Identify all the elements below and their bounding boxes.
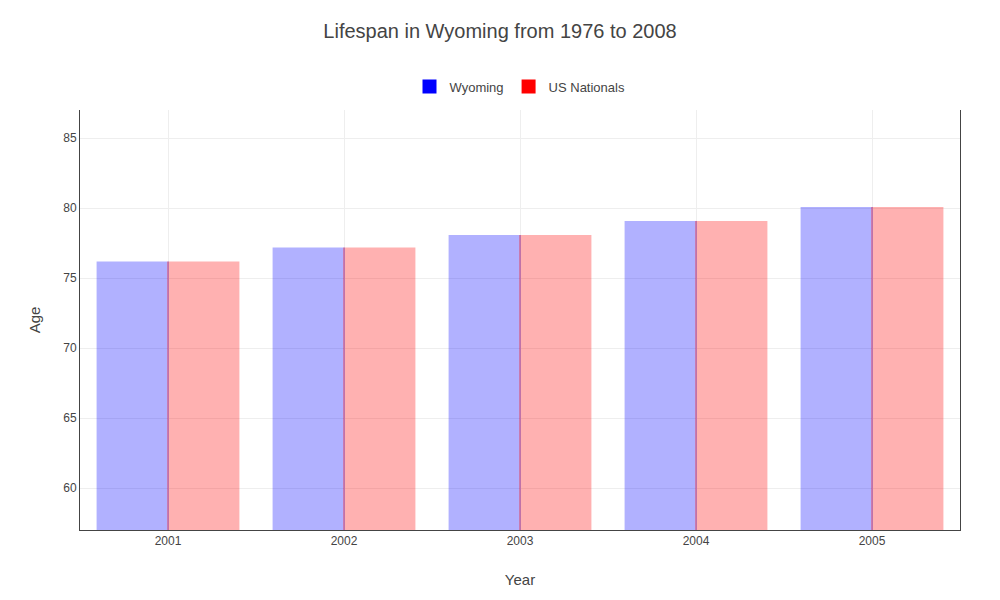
svg-text:60: 60 [63, 481, 77, 495]
svg-text:75: 75 [63, 271, 77, 285]
svg-text:Lifespan in Wyoming from 1976: Lifespan in Wyoming from 1976 to 2008 [323, 20, 676, 42]
svg-text:2004: 2004 [683, 534, 710, 548]
svg-text:70: 70 [63, 341, 77, 355]
svg-text:2002: 2002 [331, 534, 358, 548]
svg-text:85: 85 [63, 131, 77, 145]
svg-text:65: 65 [63, 411, 77, 425]
svg-text:Age: Age [26, 307, 43, 334]
svg-text:80: 80 [63, 201, 77, 215]
svg-text:Wyoming: Wyoming [450, 80, 504, 95]
svg-text:2005: 2005 [859, 534, 886, 548]
svg-text:2001: 2001 [155, 534, 182, 548]
svg-text:2003: 2003 [507, 534, 534, 548]
svg-text:Year: Year [505, 571, 535, 588]
svg-text:US Nationals: US Nationals [549, 80, 625, 95]
